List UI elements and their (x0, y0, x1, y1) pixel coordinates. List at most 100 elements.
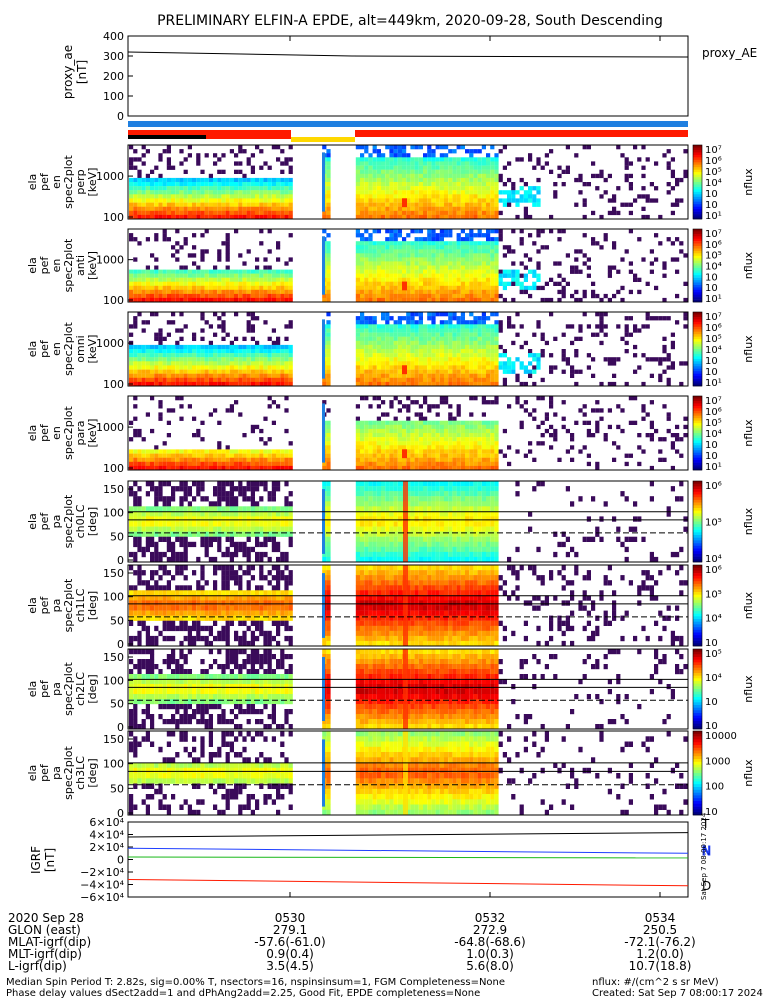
spectrogram-cell (444, 282, 448, 286)
spectrogram-cell (410, 316, 414, 320)
spectrogram-cell (373, 190, 377, 194)
spectrogram-cell (415, 166, 419, 170)
spectrogram-cell (646, 324, 650, 328)
spectrogram-cell (142, 328, 146, 332)
spectrogram-cell (272, 458, 276, 462)
spectrogram-cell (196, 557, 200, 562)
spectrogram-cell (188, 522, 192, 527)
spectrogram-cell (280, 207, 284, 211)
spectrogram-cell (570, 433, 574, 437)
spectrogram-cell (360, 294, 364, 298)
spectrogram-cell (150, 211, 154, 215)
spectrogram-cell (381, 349, 385, 353)
spectrogram-cell (356, 286, 360, 290)
spectrogram-cell (490, 353, 494, 357)
spectrogram-cell (142, 294, 146, 298)
spectrogram-cell (356, 166, 360, 170)
spectrogram-cell (650, 316, 654, 320)
spectrogram-cell (452, 290, 456, 294)
spectrogram-cell (427, 170, 431, 174)
spectrogram-cell (662, 458, 666, 462)
spectrogram-cell (146, 270, 150, 274)
spectrogram-cell (356, 241, 360, 245)
spectrogram-cell (154, 257, 158, 261)
spectrogram-cell (419, 433, 423, 437)
spectrogram-cell (444, 324, 448, 328)
spectrogram-cell (133, 194, 137, 198)
spectrogram-cell (440, 449, 444, 453)
spectrogram-cell (436, 349, 440, 353)
spectrogram-cell (234, 486, 238, 491)
spectrogram-cell (448, 203, 452, 207)
spectrogram-cell (482, 186, 486, 190)
spectrogram-cell (196, 462, 200, 466)
spectrogram-cell (473, 161, 477, 165)
spectrogram-cell (150, 378, 154, 382)
spectrogram-cell (238, 194, 242, 198)
spectrogram-cell (364, 341, 368, 345)
spectrogram-cell (499, 270, 503, 274)
spectrogram-cell (633, 370, 637, 374)
spectrogram-cell (675, 294, 679, 298)
spectrogram-cell (436, 194, 440, 198)
spectrogram-cell (436, 249, 440, 253)
spectrogram-cell (373, 337, 377, 341)
spectrogram-cell (326, 161, 330, 165)
spectrogram-cell (431, 349, 435, 353)
spectrogram-cell (385, 207, 389, 211)
spectrogram-cell (469, 261, 473, 265)
spectrogram-cell (259, 557, 263, 562)
spectrogram-cell (461, 454, 465, 458)
spectrogram-cell (490, 182, 494, 186)
spectrogram-cell (142, 145, 146, 149)
spectrogram-cell (226, 349, 230, 353)
spectrogram-cell (368, 353, 372, 357)
spectrogram-cell (427, 425, 431, 429)
spectrogram-cell (461, 361, 465, 365)
spectrogram-cell (133, 501, 137, 506)
spectrogram-cell (200, 282, 204, 286)
spectrogram-cell (263, 194, 267, 198)
spectrogram-cell (415, 237, 419, 241)
spectrogram-cell (452, 425, 456, 429)
spectrogram-cell (427, 182, 431, 186)
spectrogram-cell (381, 345, 385, 349)
spectrogram-cell (478, 324, 482, 328)
spectrogram-cell (406, 349, 410, 353)
spectrogram-cell (431, 203, 435, 207)
spectrogram-cell (482, 241, 486, 245)
spectrogram-cell (163, 207, 167, 211)
spectrogram-cell (200, 542, 204, 547)
spectrogram-cell (436, 145, 440, 149)
spectrogram-cell (490, 370, 494, 374)
spectrogram-cell (478, 194, 482, 198)
spectrogram-cell (188, 282, 192, 286)
spectrogram-cell (541, 433, 545, 437)
spectrogram-cell (385, 274, 389, 278)
spectrogram-cell (419, 357, 423, 361)
spectrogram-cell (490, 241, 494, 245)
spectrogram-cell (205, 198, 209, 202)
spectrogram-cell (448, 316, 452, 320)
spectrogram-cell (158, 270, 162, 274)
spectrogram-cell (457, 211, 461, 215)
spectrogram-cell (368, 237, 372, 241)
spectrogram-cell (389, 274, 393, 278)
spectrogram-cell (381, 449, 385, 453)
spectrogram-cell (532, 241, 536, 245)
spectrogram-cell (221, 361, 225, 365)
spectrogram-cell (431, 404, 435, 408)
spectrogram-cell (150, 527, 154, 532)
spectrogram-cell (133, 454, 137, 458)
spectrogram-cell (452, 462, 456, 466)
spectrogram-cell (444, 257, 448, 261)
spectrogram-cell (415, 290, 419, 294)
spectrogram-cell (356, 229, 360, 233)
spectrogram-cell (142, 153, 146, 157)
spectrogram-cell (209, 274, 213, 278)
spectrogram-cell (205, 353, 209, 357)
spectrogram-cell (263, 190, 267, 194)
spectrogram-cell (263, 552, 267, 557)
spectrogram-cell (457, 233, 461, 237)
spectrogram-cell (574, 153, 578, 157)
